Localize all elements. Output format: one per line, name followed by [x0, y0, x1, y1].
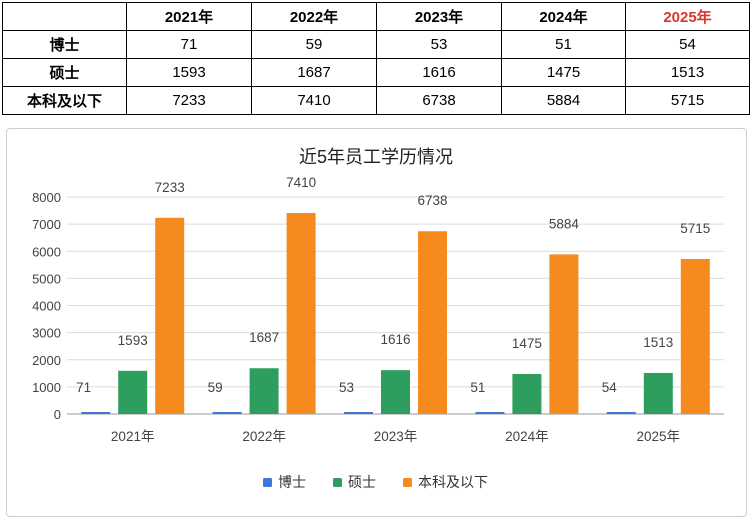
legend-swatch [403, 478, 412, 487]
y-tick-label: 5000 [32, 271, 61, 286]
table-row: 博士 71 59 53 51 54 [2, 30, 750, 59]
x-tick-label: 2022年 [242, 429, 286, 444]
x-tick-label: 2025年 [637, 429, 681, 444]
table-cell: 71 [126, 30, 252, 59]
legend-label: 本科及以下 [418, 474, 488, 490]
y-tick-label: 6000 [32, 244, 61, 259]
data-label: 54 [602, 380, 618, 395]
y-tick-label: 2000 [32, 353, 61, 368]
data-label: 1513 [643, 335, 673, 350]
column-header-2023: 2023年 [376, 2, 502, 31]
bar [155, 217, 185, 414]
table-cell: 59 [251, 30, 377, 59]
data-label: 1593 [118, 333, 148, 348]
table-cell: 54 [625, 30, 750, 59]
data-label: 1687 [249, 330, 279, 345]
row-label-phd: 博士 [2, 30, 127, 59]
table-cell: 5715 [625, 86, 750, 115]
row-label-master: 硕士 [2, 58, 127, 87]
data-label: 6738 [417, 193, 447, 208]
bar [512, 373, 542, 414]
data-label: 7410 [286, 175, 316, 190]
bar [381, 370, 410, 414]
x-axis: 2021年 2022年 2023年 2024年 2025年 [111, 429, 680, 444]
legend: 博士 硕士 本科及以下 [263, 474, 488, 490]
y-tick-label: 3000 [32, 326, 61, 341]
y-tick-label: 8000 [32, 190, 61, 205]
table-cell: 51 [501, 30, 626, 59]
x-tick-label: 2024年 [505, 429, 549, 444]
table-header-row: 2021年 2022年 2023年 2024年 2025年 [2, 2, 750, 31]
bar [418, 231, 447, 414]
column-header-2022: 2022年 [251, 2, 377, 31]
row-label-bachelor-below: 本科及以下 [2, 86, 127, 115]
legend-swatch [333, 478, 342, 487]
data-label: 1475 [512, 336, 542, 351]
y-tick-label: 4000 [32, 299, 61, 314]
data-label: 71 [76, 380, 91, 395]
legend-label: 硕士 [348, 474, 376, 490]
table-row: 硕士 1593 1687 1616 1475 1513 [2, 58, 750, 87]
bar [680, 258, 710, 414]
table-cell: 1593 [126, 58, 252, 87]
legend-label: 博士 [278, 474, 306, 490]
chart-container: 近5年员工学历情况 0 1000 2000 3000 4000 5000 6000 7000 8… [6, 128, 747, 517]
table-row: 本科及以下 7233 7410 6738 5884 5715 [2, 86, 750, 115]
bar [475, 412, 505, 414]
table-cell: 1687 [251, 58, 377, 87]
data-label: 7233 [155, 180, 185, 195]
column-header-2021: 2021年 [126, 2, 252, 31]
bars [81, 213, 710, 414]
bar [549, 254, 579, 414]
y-axis: 0 1000 2000 3000 4000 5000 6000 7000 8000 [32, 190, 61, 422]
table-cell: 7410 [251, 86, 377, 115]
data-label: 59 [208, 380, 223, 395]
data-labels: 71 1593 7233 59 1687 7410 53 1616 6738 51 1475 5884… [76, 175, 710, 395]
legend-swatch [263, 478, 272, 487]
bar [118, 370, 148, 414]
column-header-2025: 2025年 [625, 2, 750, 31]
table-cell: 1616 [376, 58, 502, 87]
bar [344, 412, 373, 414]
data-label: 1616 [380, 332, 410, 347]
y-tick-label: 1000 [32, 380, 61, 395]
table-cell: 7233 [126, 86, 252, 115]
bar [606, 412, 636, 414]
bar [643, 372, 673, 414]
x-tick-label: 2021年 [111, 429, 155, 444]
bar [212, 412, 242, 414]
table-cell: 6738 [376, 86, 502, 115]
data-label: 5884 [549, 216, 580, 231]
chart-title: 近5年员工学历情况 [299, 147, 453, 167]
table-cell: 5884 [501, 86, 626, 115]
bar [81, 412, 111, 414]
table-cell: 53 [376, 30, 502, 59]
table-corner-cell [2, 2, 127, 31]
data-label: 5715 [680, 221, 710, 236]
data-label: 51 [470, 380, 485, 395]
y-tick-label: 0 [54, 407, 61, 422]
x-tick-label: 2023年 [374, 429, 418, 444]
table-cell: 1475 [501, 58, 626, 87]
column-header-2024: 2024年 [501, 2, 626, 31]
data-table: 2021年 2022年 2023年 2024年 2025年 博士 71 59 5… [2, 2, 750, 115]
bar-chart: 近5年员工学历情况 0 1000 2000 3000 4000 5000 6000 7000 8… [32, 147, 724, 490]
bar [286, 213, 316, 414]
data-label: 53 [339, 380, 354, 395]
table-cell: 1513 [625, 58, 750, 87]
bar [249, 368, 279, 414]
y-tick-label: 7000 [32, 217, 61, 232]
